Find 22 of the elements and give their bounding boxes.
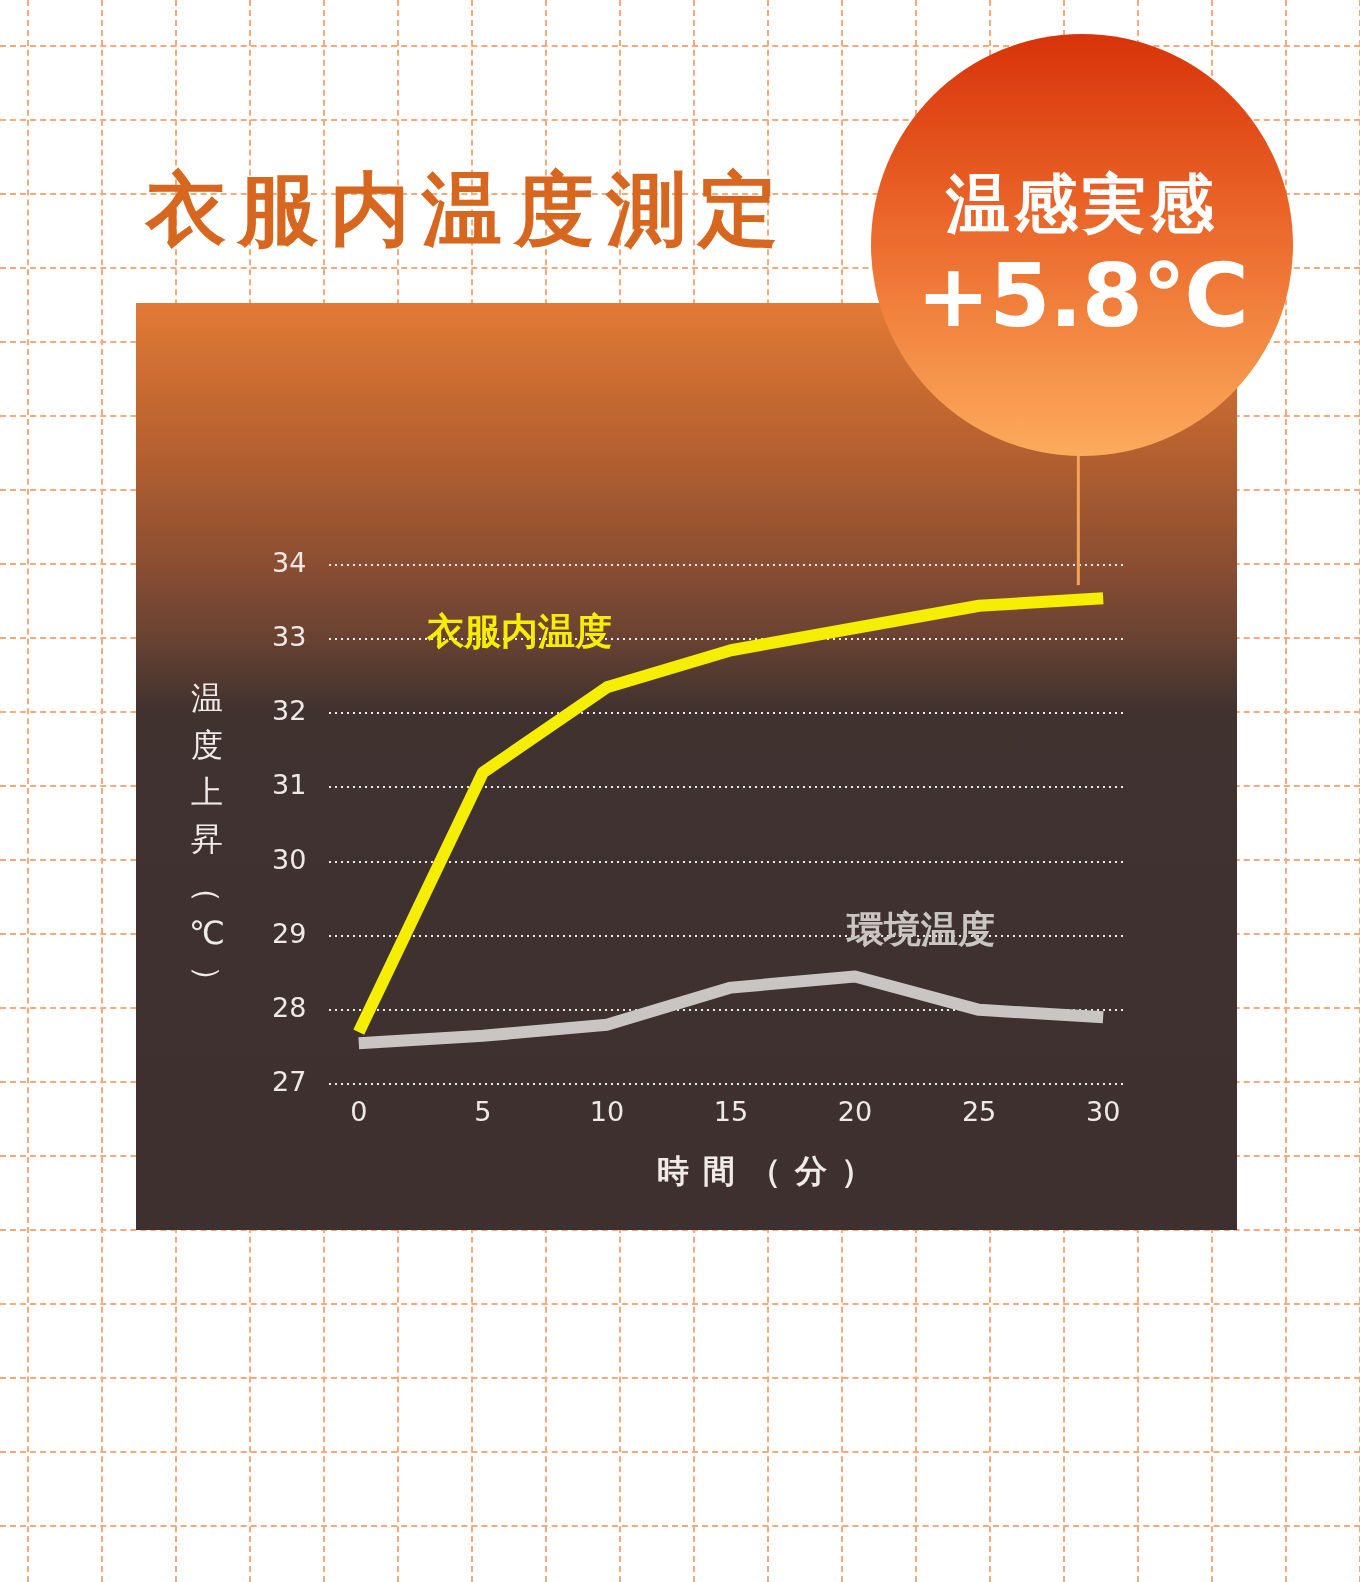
y-tick-label: 29 [272, 917, 307, 949]
y-tick-label: 34 [272, 547, 307, 579]
x-tick-label: 20 [837, 1096, 873, 1128]
circle-badge: 温感実感 +5.8℃ [871, 34, 1293, 456]
series-label: 衣服内温度 [426, 609, 613, 653]
y-tick-label: 32 [272, 695, 307, 727]
y-axis-title: 温度上昇（℃） [187, 678, 228, 999]
x-tick-label: 0 [350, 1096, 368, 1128]
annotation: 温感実感 +5.8℃ [916, 166, 1248, 348]
y-tick-label: 33 [272, 621, 307, 653]
y-tick-label: 28 [272, 991, 307, 1023]
x-tick-label: 15 [713, 1096, 749, 1128]
x-tick-label: 5 [474, 1096, 492, 1128]
y-tick-label: 30 [272, 843, 307, 875]
x-tick-label: 10 [589, 1096, 625, 1128]
y-tick-label: 31 [272, 769, 307, 801]
chart-title: 衣服内温度測定 [146, 166, 790, 254]
x-tick-label: 25 [961, 1096, 997, 1128]
x-tick-label: 30 [1085, 1096, 1121, 1128]
y-tick-label: 27 [272, 1066, 307, 1098]
x-axis-title: 時間（分） [657, 1152, 887, 1190]
series-label: 環境温度 [846, 907, 996, 951]
